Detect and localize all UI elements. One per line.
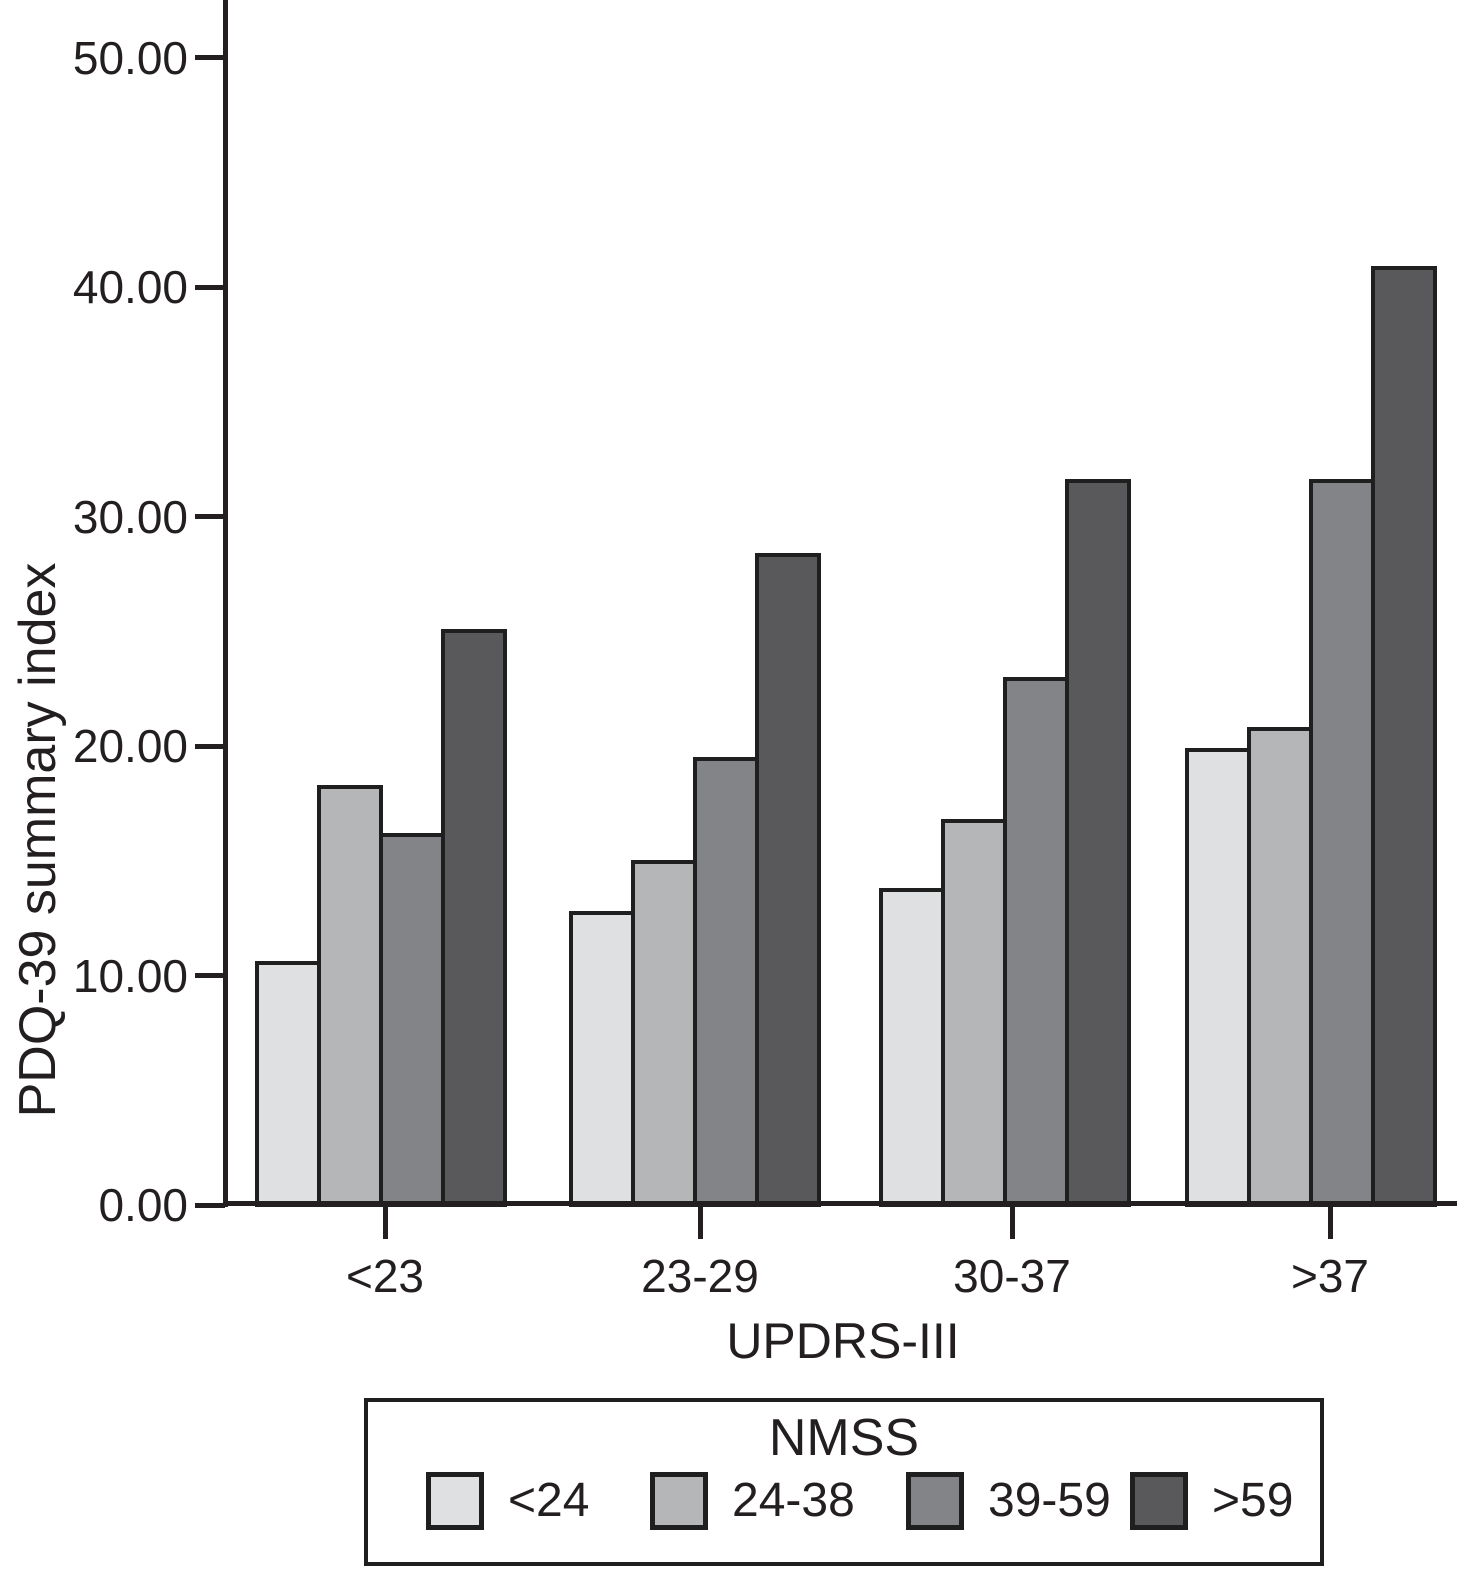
x-tick-mark [1009,1205,1015,1239]
y-tick-mark [195,973,225,978]
bar-24-38-<23 [317,784,383,1207]
legend-title: NMSS [768,1409,920,1467]
bar-24-38-23-29 [631,860,697,1207]
legend-entry: 24-38 [650,1470,855,1532]
bar-<24->37 [1185,748,1251,1207]
bar-<24-23-29 [569,910,635,1207]
y-tick-label: 50.00 [72,31,188,84]
x-tick-label: <23 [345,1250,425,1302]
legend-label: 39-59 [988,1474,1111,1527]
legend-swatch [650,1472,708,1530]
y-axis-line [223,0,228,1207]
y-tick-label: 10.00 [72,949,188,1002]
legend-box: NMSS <24 24-38 39-59 >59 [364,1398,1324,1566]
x-axis-title: UPDRS-III [726,1313,960,1369]
x-axis-line [223,1201,1457,1206]
y-tick-mark [195,284,225,290]
bar->59->37 [1371,266,1437,1207]
bar-24-38-30-37 [941,819,1007,1207]
x-tick-mark [697,1205,703,1239]
bar-39-59-<23 [379,832,445,1207]
legend-entry: <24 [426,1470,589,1532]
legend-swatch [1130,1472,1188,1530]
y-tick-label: 0.00 [98,1179,188,1231]
legend-label: <24 [508,1474,590,1527]
bar-39-59-23-29 [693,757,759,1207]
y-tick-mark [195,743,225,749]
legend-swatch [426,1472,484,1530]
x-tick-label: >37 [1290,1250,1370,1302]
bar-24-38->37 [1247,727,1313,1207]
bar->59-30-37 [1065,479,1131,1207]
legend-label: >59 [1212,1474,1294,1527]
y-tick-mark [195,1202,225,1208]
bar->59-23-29 [755,552,821,1207]
x-tick-mark [382,1205,388,1239]
legend-label: 24-38 [732,1474,855,1527]
legend-swatch [906,1472,964,1530]
bar-39-59->37 [1309,479,1375,1207]
y-tick-label: 40.00 [72,261,188,313]
x-tick-label: 23-29 [641,1250,759,1302]
bar-<24-30-37 [879,887,945,1207]
x-tick-mark [1327,1205,1333,1239]
legend-entry: 39-59 [906,1470,1111,1532]
bar-<24-<23 [255,961,321,1207]
legend-entry: >59 [1130,1470,1293,1532]
y-tick-label: 20.00 [72,720,188,772]
x-tick-label: 30-37 [953,1250,1071,1302]
y-tick-label: 30.00 [72,490,188,543]
y-tick-mark [195,55,225,60]
y-tick-mark [195,514,225,519]
y-axis-title: PDQ-39 summary index [9,562,67,1118]
bar-39-59-30-37 [1003,676,1069,1207]
bar->59-<23 [441,628,507,1207]
